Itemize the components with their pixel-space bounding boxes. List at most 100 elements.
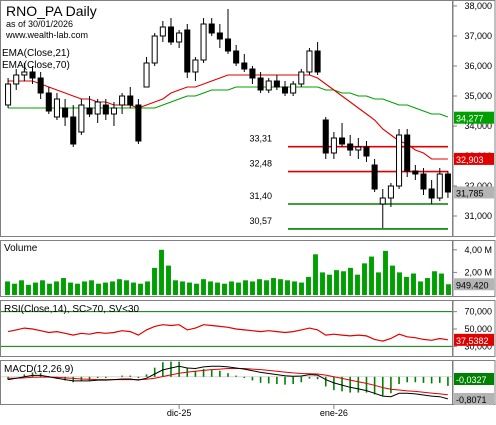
volume-bar bbox=[138, 283, 143, 295]
volume-bar bbox=[418, 281, 423, 295]
volume-bar bbox=[404, 276, 409, 295]
volume-bar bbox=[117, 279, 122, 295]
volume-bar bbox=[299, 282, 304, 295]
volume-bar bbox=[26, 284, 31, 295]
x-axis: dic-25 ene-26 bbox=[167, 405, 348, 418]
macd-line bbox=[8, 365, 449, 400]
volume-bar bbox=[194, 283, 199, 295]
volume-last-badge bbox=[454, 278, 494, 291]
ema21-label: EMA(Close,21) bbox=[2, 48, 70, 59]
price-axis-label: 36,000 bbox=[464, 61, 492, 71]
candle-down bbox=[314, 50, 321, 73]
candle-down bbox=[444, 173, 451, 193]
candle-up bbox=[119, 95, 126, 106]
volume-bar bbox=[236, 282, 241, 295]
macd-badge-label: -0,0327 bbox=[456, 375, 487, 385]
candle-up bbox=[387, 185, 394, 199]
volume-bar bbox=[425, 278, 430, 295]
macd-layer: -0,0327 -0,8071 bbox=[1, 361, 494, 405]
volume-bar bbox=[383, 250, 388, 295]
candle-down bbox=[404, 134, 411, 172]
candle-up bbox=[151, 35, 158, 64]
candle-down bbox=[208, 23, 215, 34]
candle-up bbox=[200, 23, 207, 61]
volume-bar bbox=[397, 272, 402, 295]
candle-down bbox=[135, 104, 142, 142]
candle-down bbox=[339, 137, 346, 145]
candle-up bbox=[330, 137, 337, 154]
chart-symbol: RNO_PA Daily bbox=[6, 3, 97, 19]
volume-bar bbox=[257, 279, 262, 295]
price-badge-label: 32,903 bbox=[456, 155, 484, 165]
candle-down bbox=[428, 188, 435, 199]
candle-down bbox=[29, 71, 36, 79]
macd-signal-line bbox=[8, 368, 448, 396]
volume-bar bbox=[5, 281, 10, 295]
price-axis-label: 35,000 bbox=[464, 91, 492, 101]
volume-bar bbox=[334, 270, 339, 295]
ema70-label: EMA(Close,70) bbox=[2, 60, 70, 71]
candle-down bbox=[37, 77, 44, 94]
volume-bar bbox=[215, 282, 220, 295]
candle-up bbox=[192, 59, 199, 73]
candle-up bbox=[176, 32, 183, 43]
volume-bar bbox=[75, 283, 80, 295]
candle-up bbox=[290, 83, 297, 94]
volume-axis-label: 4,00 M bbox=[464, 245, 492, 255]
candle-up bbox=[396, 134, 403, 187]
volume-bar bbox=[341, 271, 346, 295]
volume-bar bbox=[68, 282, 73, 295]
volume-last-label: 949.420 bbox=[456, 280, 489, 290]
candle-up bbox=[355, 146, 362, 151]
volume-bar bbox=[82, 281, 87, 295]
volume-bar bbox=[390, 265, 395, 295]
volume-bar bbox=[327, 274, 332, 295]
volume-bar bbox=[285, 280, 290, 295]
candle-up bbox=[13, 74, 20, 85]
macd-hist-badge bbox=[454, 393, 494, 405]
candle-up bbox=[436, 173, 443, 199]
candle-down bbox=[224, 38, 232, 52]
macd-badge bbox=[454, 373, 494, 385]
price-axis-label: 31,000 bbox=[464, 211, 492, 221]
chart-as-of: as of 30/01/2026 bbox=[6, 19, 73, 29]
volume-layer: 4,00 M 2,00 M 949.420 bbox=[5, 245, 494, 295]
volume-bar bbox=[19, 280, 24, 295]
volume-bar bbox=[61, 278, 66, 295]
volume-bar bbox=[145, 281, 150, 295]
candle-down bbox=[322, 119, 329, 154]
candle-up bbox=[379, 197, 386, 205]
price-badge-label: 34,277 bbox=[456, 114, 484, 124]
candle-down bbox=[216, 32, 223, 40]
rsi-title: RSI(Close,14), SC>70, SV<30 bbox=[4, 304, 140, 315]
candle-down bbox=[70, 116, 77, 145]
level-label: 30,57 bbox=[249, 216, 272, 226]
volume-bar bbox=[152, 267, 157, 295]
volume-bar bbox=[250, 281, 255, 295]
candle-down bbox=[281, 86, 289, 94]
volume-bar bbox=[320, 272, 325, 295]
volume-bar bbox=[89, 280, 94, 295]
candle-up bbox=[78, 104, 85, 133]
volume-bar bbox=[446, 284, 451, 295]
volume-bar bbox=[173, 280, 178, 295]
price-badge-close bbox=[454, 186, 494, 199]
level-label: 31,40 bbox=[249, 191, 272, 201]
volume-bar bbox=[40, 280, 45, 295]
candle-down bbox=[363, 146, 370, 157]
volume-bar bbox=[110, 281, 115, 295]
volume-title: Volume bbox=[4, 243, 38, 254]
price-axis-label: 32,000 bbox=[464, 181, 492, 191]
candle-down bbox=[371, 164, 378, 190]
price-axis-label: 37,000 bbox=[464, 31, 492, 41]
rsi-axis-label: 30,000 bbox=[464, 341, 492, 351]
candle-up bbox=[159, 26, 166, 37]
volume-bar bbox=[159, 249, 164, 295]
price-badge-label: 31,785 bbox=[456, 188, 484, 198]
volume-bar bbox=[432, 271, 437, 295]
rsi-axis-label: 70,000 bbox=[464, 307, 492, 317]
macd-panel bbox=[0, 360, 453, 405]
